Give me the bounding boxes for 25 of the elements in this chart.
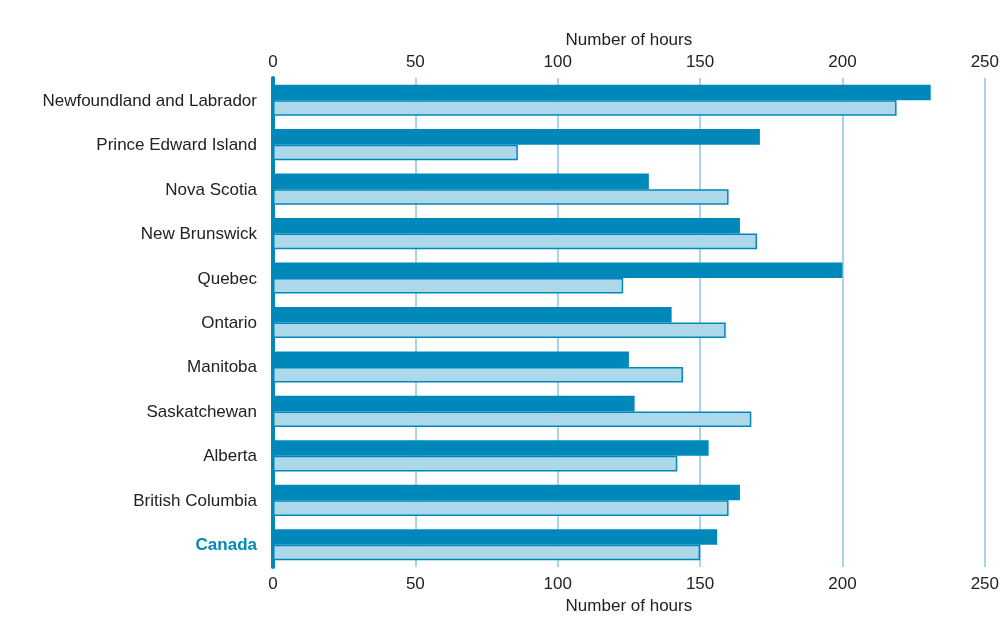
y-tick-label: Alberta <box>203 446 258 466</box>
y-tick-label: Newfoundland and Labrador <box>42 90 258 110</box>
y-tick-label: Saskatchewan <box>146 401 257 421</box>
x2-axis-title: Number of hours <box>565 30 693 49</box>
x2-tick-label: 100 <box>543 52 572 71</box>
y-tick-label: Canada <box>195 535 258 555</box>
x2-tick-label: 150 <box>685 52 715 71</box>
x-tick-label: 0 <box>268 574 278 593</box>
x-tick-label: 100 <box>543 574 572 593</box>
y-tick-label: Manitoba <box>187 357 258 377</box>
x2-tick-label: 200 <box>828 52 857 71</box>
x2-tick-label: 0 <box>268 52 278 71</box>
x-tick-label: 250 <box>970 574 1000 593</box>
y-tick-label: Nova Scotia <box>165 179 258 199</box>
y-tick-label: Quebec <box>197 268 258 288</box>
y-tick-label: Ontario <box>201 313 257 332</box>
x-tick-label: 200 <box>828 574 857 593</box>
x2-tick-label: 250 <box>970 52 1000 71</box>
y-tick-label: Prince Edward Island <box>96 135 257 155</box>
x-tick-label: 150 <box>685 574 715 593</box>
x-axis-title: Number of hours <box>565 596 693 615</box>
x-tick-label: 50 <box>405 574 425 593</box>
y-tick-label: British Columbia <box>133 490 258 510</box>
y-tick-label: New Brunswick <box>140 224 258 244</box>
x2-tick-label: 50 <box>405 52 425 71</box>
